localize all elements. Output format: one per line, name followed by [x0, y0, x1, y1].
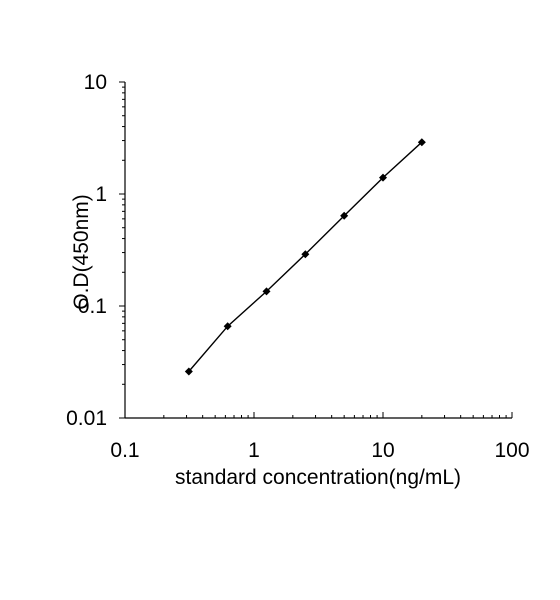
y-axis-title: O.D(450nm): [70, 194, 93, 310]
data-point-marker: [379, 173, 387, 182]
data-point-marker: [223, 322, 232, 331]
x-tick-label: 10: [371, 439, 394, 462]
x-tick-label: 1: [248, 439, 260, 462]
x-axis-title: standard concentration(ng/mL): [175, 466, 461, 489]
data-point-marker: [184, 367, 193, 376]
x-tick-label: 100: [494, 439, 529, 462]
y-tick-label: 0.1: [78, 295, 107, 318]
ticks-layer: [119, 81, 513, 419]
data-point-marker: [417, 138, 426, 147]
data-point-marker: [301, 250, 310, 259]
data-point-marker: [262, 287, 271, 296]
x-tick-label: 0.1: [110, 439, 139, 462]
axes-layer: [124, 82, 512, 419]
y-tick-label: 0.01: [66, 407, 107, 430]
y-tick-label: 10: [84, 71, 107, 94]
y-tick-label: 1: [95, 183, 107, 206]
data-point-marker: [340, 211, 349, 220]
series-layer: [184, 138, 426, 376]
